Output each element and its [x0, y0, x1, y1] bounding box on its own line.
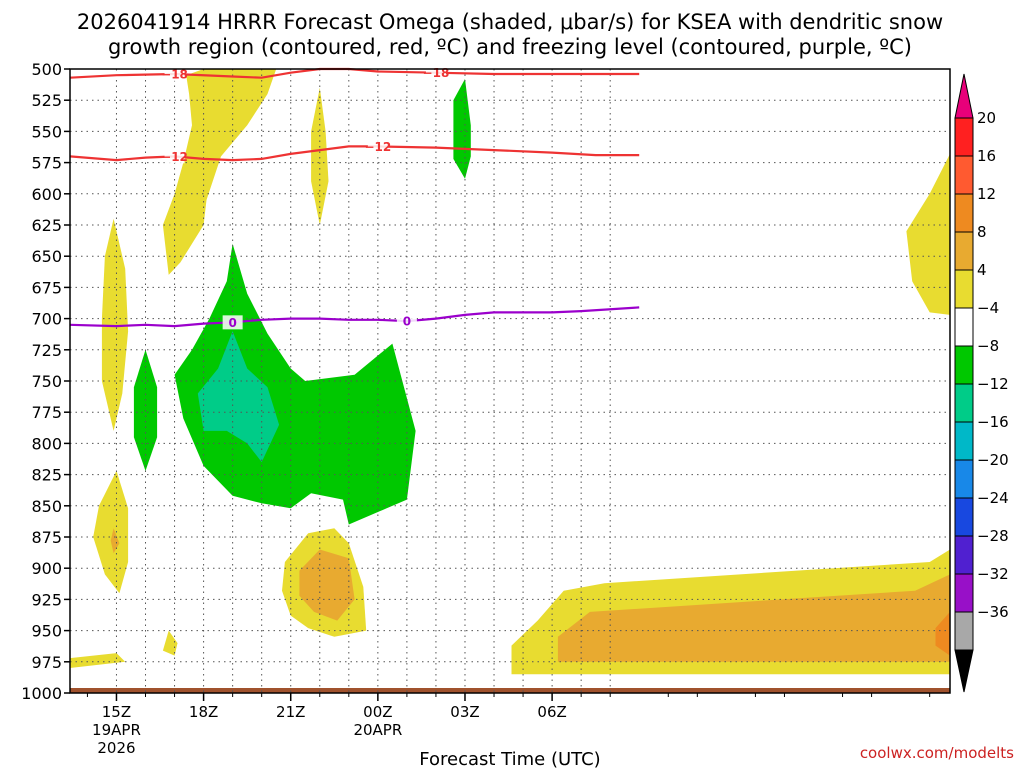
- omega-region-9: [299, 549, 355, 621]
- y-tick-label: 800: [31, 434, 62, 453]
- colorbar-label: −8: [977, 337, 999, 355]
- colorbar-swatch: [954, 155, 974, 195]
- colorbar-swatch: [954, 269, 974, 309]
- temperature-contours: −18 −18−12−120 0: [69, 65, 640, 330]
- colorbar-label: −16: [977, 413, 1009, 431]
- y-tick-label: 500: [31, 60, 62, 79]
- colorbar-label: 16: [977, 147, 996, 165]
- colorbar-swatch: [954, 497, 974, 537]
- y-tick-label: 825: [31, 466, 62, 485]
- colorbar-swatch: [954, 611, 974, 651]
- minus12-contour-label-bg: [164, 149, 185, 164]
- y-tick-label: 600: [31, 185, 62, 204]
- y-tick-label: 975: [31, 653, 62, 672]
- freezing-level-contour-label-bg: [222, 315, 243, 330]
- omega-region-8: [162, 630, 178, 656]
- colorbar-swatch: [954, 345, 974, 385]
- colorbar-swatch: [954, 573, 974, 613]
- x-tick-label: 15Z: [102, 703, 131, 721]
- colorbar-label: 8: [977, 223, 987, 241]
- y-tick-label: 875: [31, 528, 62, 547]
- colorbar-label: −12: [977, 375, 1009, 393]
- colorbar-swatch: [954, 383, 974, 423]
- x-tick-label: 00Z: [363, 703, 392, 721]
- freezing-level-contour-label: 0: [403, 315, 411, 329]
- omega-region-4: [93, 470, 129, 594]
- y-tick-label: 725: [31, 341, 62, 360]
- x-tick-label: 06Z: [537, 703, 566, 721]
- colorbar-label: −28: [977, 527, 1009, 545]
- ground-strip: [70, 688, 950, 693]
- y-tick-label: 925: [31, 590, 62, 609]
- minus12-contour-label: −12: [161, 150, 188, 164]
- grid-lines: [70, 68, 950, 694]
- omega-region-0: [162, 69, 277, 275]
- omega-region-10: [557, 574, 950, 662]
- y-axis: 500 525 550 575 600 625 650 675 700 725 750 775 800 8…: [21, 60, 70, 703]
- omega-region-7: [70, 653, 126, 668]
- colorbar-label: −24: [977, 489, 1009, 507]
- colorbar-bottom-arrow: [954, 649, 974, 693]
- x-tick-year: 2026: [97, 739, 135, 757]
- freezing-level-contour-label-bg: [396, 314, 417, 329]
- colorbar-swatch: [954, 421, 974, 461]
- colorbar-swatch: [954, 459, 974, 499]
- minus12-contour-label-bg: [367, 139, 388, 154]
- minus12-contour-line: [69, 145, 640, 162]
- chart-title-line-1: 2026041914 HRRR Forecast Omega (shaded, …: [77, 10, 943, 34]
- x-axis-title: Forecast Time (UTC): [419, 749, 600, 768]
- x-tick-date: 19APR: [92, 721, 141, 739]
- omega-region-15: [453, 79, 471, 179]
- omega-region-11: [110, 528, 120, 554]
- omega-region-13: [174, 243, 416, 525]
- y-tick-label: 675: [31, 278, 62, 297]
- minus18-contour-label: −18: [161, 67, 188, 81]
- omega-region-2: [101, 218, 129, 431]
- chart-title-line-2: growth region (contoured, red, ºC) and f…: [108, 35, 912, 59]
- colorbar-swatch: [954, 535, 974, 575]
- y-tick-label: 900: [31, 559, 62, 578]
- minus18-contour-line: [69, 67, 640, 79]
- x-tick-label: 03Z: [450, 703, 479, 721]
- y-tick-label: 575: [31, 154, 62, 173]
- omega-shading: [70, 69, 950, 675]
- colorbar-label: −20: [977, 451, 1009, 469]
- colorbar-swatch: [954, 231, 974, 271]
- freezing-level-contour-label: 0: [228, 316, 236, 330]
- colorbar: 20 16 12 8 4 −4 −8 −12 −16 −20 −24 −28 −32 −36: [954, 73, 1009, 693]
- minus18-contour-label-bg: [164, 66, 185, 81]
- y-tick-label: 850: [31, 497, 62, 516]
- y-tick-label: 650: [31, 247, 62, 266]
- colorbar-top-arrow: [954, 73, 974, 119]
- y-tick-label: 625: [31, 216, 62, 235]
- colorbar-label: 4: [977, 261, 987, 279]
- colorbar-swatch: [954, 307, 974, 347]
- y-tick-label: 700: [31, 310, 62, 329]
- minus12-contour-label: −12: [364, 140, 391, 154]
- y-tick-label: 525: [31, 91, 62, 110]
- colorbar-swatch: [954, 117, 974, 157]
- x-tick-label: 21Z: [276, 703, 305, 721]
- y-tick-label: 950: [31, 622, 62, 641]
- colorbar-label: −4: [977, 299, 999, 317]
- colorbar-label: 12: [977, 185, 996, 203]
- y-tick-label: 550: [31, 122, 62, 141]
- y-tick-label: 1000: [21, 684, 62, 703]
- colorbar-label: −32: [977, 565, 1009, 583]
- colorbar-swatch: [954, 193, 974, 233]
- y-tick-label: 750: [31, 372, 62, 391]
- x-tick-date: 20APR: [353, 721, 402, 739]
- colorbar-label: 20: [977, 109, 996, 127]
- credit-text: coolwx.com/modelts: [860, 744, 1014, 762]
- omega-region-1: [311, 87, 329, 225]
- omega-region-16: [197, 331, 280, 463]
- freezing-level-contour-line: [69, 306, 640, 328]
- x-tick-label: 18Z: [189, 703, 218, 721]
- omega-region-12: [935, 611, 950, 656]
- y-tick-label: 775: [31, 403, 62, 422]
- colorbar-label: −36: [977, 603, 1009, 621]
- omega-region-3: [906, 153, 950, 315]
